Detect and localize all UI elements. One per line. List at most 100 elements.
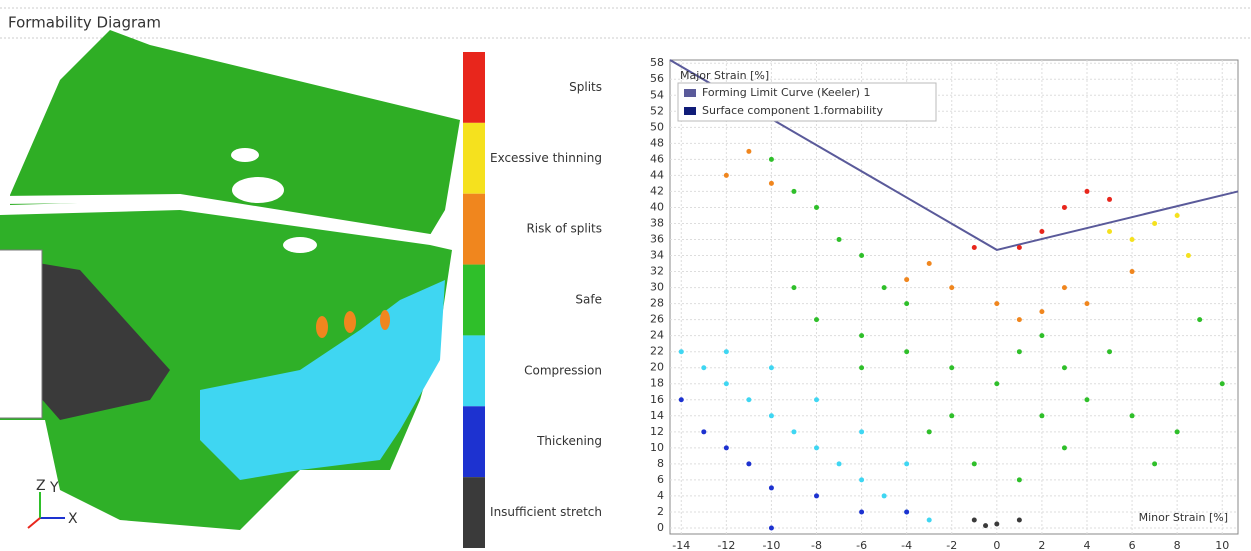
data-point (1039, 229, 1044, 234)
legend-swatch (684, 107, 696, 115)
data-point (994, 301, 999, 306)
data-point (904, 301, 909, 306)
data-point (859, 333, 864, 338)
data-point (814, 445, 819, 450)
y-tick-label: 26 (650, 313, 664, 326)
data-point (1186, 253, 1191, 258)
y-tick-label: 12 (650, 425, 664, 438)
data-point (837, 461, 842, 466)
data-point (814, 493, 819, 498)
colorbar-label: Risk of splits (526, 222, 602, 236)
data-point (679, 397, 684, 402)
data-point (972, 517, 977, 522)
y-tick-label: 54 (650, 88, 664, 101)
data-point (1084, 189, 1089, 194)
data-point (927, 429, 932, 434)
data-point (1017, 245, 1022, 250)
y-tick-label: 0 (657, 521, 664, 534)
data-point (882, 285, 887, 290)
y-tick-label: 48 (650, 136, 664, 149)
data-point (769, 413, 774, 418)
colorbar-label: Splits (569, 80, 602, 94)
colorbar-label: Insufficient stretch (490, 505, 602, 519)
data-point (949, 285, 954, 290)
data-point (791, 285, 796, 290)
overlay-box (0, 250, 42, 418)
data-point (1062, 445, 1067, 450)
data-point (1084, 301, 1089, 306)
y-tick-label: 38 (650, 216, 664, 229)
x-tick-label: -6 (856, 539, 867, 551)
data-point (1107, 197, 1112, 202)
y-tick-label: 52 (650, 104, 664, 117)
y-tick-label: 6 (657, 473, 664, 486)
data-point (859, 365, 864, 370)
data-point (814, 317, 819, 322)
x-tick-label: 10 (1215, 539, 1229, 551)
y-tick-label: 46 (650, 152, 664, 165)
data-point (1152, 221, 1157, 226)
x-tick-label: -10 (762, 539, 780, 551)
model-view: Z Y X (0, 30, 460, 530)
data-point (927, 261, 932, 266)
colorbar-label: Thickening (536, 434, 602, 448)
data-point (769, 365, 774, 370)
data-point (1039, 333, 1044, 338)
data-point (904, 509, 909, 514)
y-tick-label: 58 (650, 56, 664, 69)
data-point (859, 509, 864, 514)
y-tick-label: 8 (657, 457, 664, 470)
data-point (1039, 413, 1044, 418)
colorbar-label: Safe (575, 293, 602, 307)
data-point (1017, 477, 1022, 482)
y-tick-label: 4 (657, 489, 664, 502)
data-point (983, 523, 988, 528)
title: Formability Diagram (8, 14, 161, 32)
y-tick-label: 30 (650, 281, 664, 294)
hotspot (344, 311, 356, 333)
data-point (1084, 397, 1089, 402)
legend-swatch (684, 89, 696, 97)
data-point (769, 485, 774, 490)
data-point (791, 429, 796, 434)
data-point (1130, 237, 1135, 242)
data-point (724, 349, 729, 354)
data-point (1197, 317, 1202, 322)
data-point (1130, 413, 1135, 418)
data-point (769, 181, 774, 186)
x-tick-label: -2 (946, 539, 957, 551)
data-point (972, 461, 977, 466)
colorbar-segment (463, 52, 485, 123)
data-point (1220, 381, 1225, 386)
hotspot (380, 310, 390, 330)
x-tick-label: 8 (1174, 539, 1181, 551)
data-point (701, 365, 706, 370)
data-point (769, 525, 774, 530)
x-tick-label: 0 (993, 539, 1000, 551)
data-point (994, 381, 999, 386)
data-point (791, 189, 796, 194)
data-point (701, 429, 706, 434)
data-point (1062, 285, 1067, 290)
colorbar-label: Compression (524, 363, 602, 377)
data-point (746, 461, 751, 466)
data-point (724, 445, 729, 450)
axis-z-label: Z (36, 478, 46, 494)
chart: 0246810121416182022242628303234363840424… (650, 56, 1238, 551)
y-tick-label: 56 (650, 72, 664, 85)
colorbar-label: Excessive thinning (490, 151, 602, 165)
data-point (949, 413, 954, 418)
y-tick-label: 44 (650, 168, 664, 181)
x-axis-label: Minor Strain [%] (1139, 511, 1228, 524)
data-point (814, 397, 819, 402)
data-point (1062, 365, 1067, 370)
data-point (769, 157, 774, 162)
axis-x-label: X (68, 511, 78, 527)
data-point (1175, 213, 1180, 218)
hole (283, 237, 317, 253)
x-tick-label: 2 (1038, 539, 1045, 551)
data-point (1107, 349, 1112, 354)
data-point (904, 461, 909, 466)
data-point (859, 429, 864, 434)
y-tick-label: 40 (650, 200, 664, 213)
